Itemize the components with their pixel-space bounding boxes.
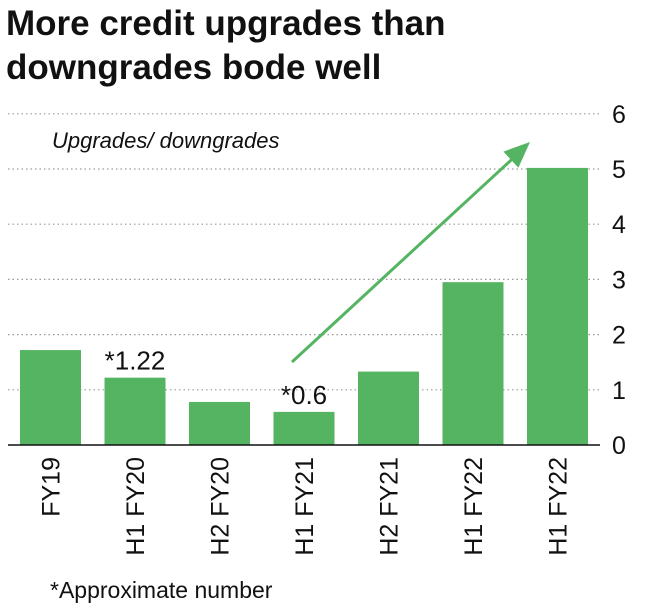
x-tick-label: H1 FY22	[545, 457, 573, 556]
data-label: *1.22	[105, 346, 166, 376]
data-label: *0.6	[281, 380, 327, 410]
footnote: *Approximate number	[50, 577, 273, 603]
y-tick-label: 3	[612, 266, 626, 294]
y-axis-label: Upgrades/ downgrades	[52, 128, 279, 153]
y-tick-label: 4	[612, 211, 626, 239]
y-tick-label: 6	[612, 101, 626, 129]
trend-arrow	[290, 142, 530, 364]
x-tick-label: FY19	[38, 457, 66, 517]
bar	[527, 167, 588, 445]
y-tick-labels: 0 1 2 3 4 5 6	[612, 101, 626, 460]
chart-title-line-2: downgrades bode well	[6, 48, 382, 87]
x-tick-labels: FY19 H1 FY20 H2 FY20 H1 FY21 H2 FY21 H1 FY22 H…	[38, 457, 573, 556]
chart-title-line-1: More credit upgrades than	[6, 4, 446, 43]
bar	[442, 282, 504, 445]
y-tick-label: 1	[612, 377, 626, 405]
bar	[358, 371, 419, 445]
x-tick-label: H2 FY21	[376, 457, 404, 556]
y-tick-label: 2	[612, 322, 626, 350]
chart-title: More credit upgrades than downgrades bod…	[6, 2, 646, 90]
y-tick-label: 0	[612, 432, 626, 460]
data-labels: *1.22 *0.6	[105, 346, 328, 410]
bar	[104, 377, 166, 445]
bar-chart: Upgrades/ downgrades *1.22 *0.6 0 1 2 3 4 5 6 F…	[8, 101, 626, 556]
y-tick-label: 5	[612, 156, 626, 184]
x-tick-label: H1 FY20	[122, 457, 150, 556]
x-tick-label: H1 FY21	[291, 457, 319, 556]
bar	[20, 350, 81, 445]
trend-arrow-shaft	[290, 148, 524, 364]
bar	[273, 411, 335, 445]
trend-arrow-head	[503, 142, 530, 168]
bars	[20, 167, 588, 445]
bar	[189, 401, 250, 445]
x-tick-label: H2 FY20	[207, 457, 235, 556]
x-tick-label: H1 FY22	[460, 457, 488, 556]
